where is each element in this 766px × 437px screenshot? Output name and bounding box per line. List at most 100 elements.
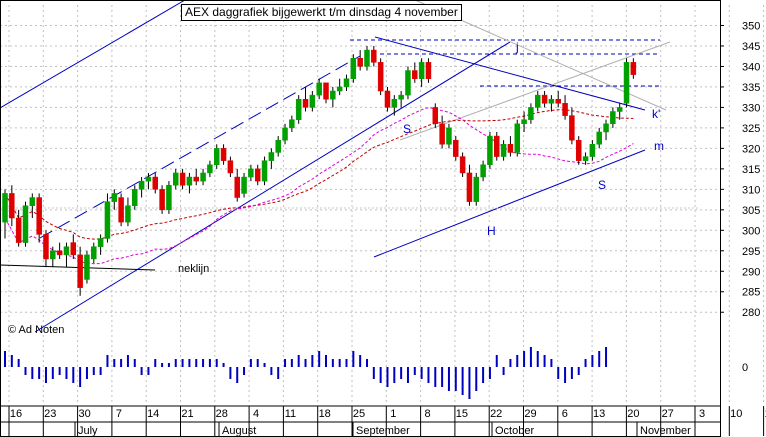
candle-body [446, 127, 452, 145]
candle-body [528, 107, 534, 120]
x-tick-label: 27 [662, 408, 674, 420]
chart-title: AEX daggrafiek bijgewerkt t/m dinsdag 4 … [181, 4, 462, 21]
candle-body [466, 172, 473, 202]
candle-body [193, 176, 199, 182]
candle-body [603, 123, 609, 133]
candle-body [295, 98, 302, 120]
moving-average-long [4, 109, 634, 240]
x-tick-label: 8 [425, 408, 431, 420]
candle-body [29, 197, 36, 206]
candle-body [111, 193, 118, 202]
candle-body [173, 172, 179, 186]
candle-body [289, 119, 295, 129]
x-tick-label: 18 [319, 408, 331, 420]
gray-line-2 [399, 41, 671, 141]
candle-body [309, 94, 316, 108]
y-tick-label: 335 [742, 82, 760, 94]
y-tick-label: 325 [742, 123, 760, 135]
candle-body [275, 139, 281, 153]
candle-body [56, 250, 63, 256]
y-tick-label: 330 [742, 102, 760, 114]
resistance-line-k [374, 36, 646, 111]
candle-body [391, 98, 398, 108]
candle-body [514, 123, 520, 153]
candle-body [282, 127, 288, 141]
x-tick-label: 16 [10, 408, 22, 420]
x-tick-label: 17 [764, 408, 766, 420]
candle-body [616, 107, 623, 112]
y-tick-label: 280 [742, 307, 760, 319]
y-tick-label: 300 [742, 225, 760, 237]
candle-body [548, 98, 555, 104]
candle-body [521, 119, 527, 125]
channel-middle-dashed [39, 55, 361, 239]
candle-body [227, 160, 234, 174]
x-tick-label: 25 [353, 408, 365, 420]
candle-body [104, 201, 111, 239]
trendlines-layer [0, 0, 700, 333]
candle-body [241, 176, 247, 194]
candle-body [43, 234, 49, 260]
candle-body [480, 164, 486, 178]
candle-body [459, 156, 466, 174]
y-tick-label: 320 [742, 143, 760, 155]
candle-body [439, 123, 445, 145]
candle-body [15, 217, 22, 243]
x-tick-label: 21 [181, 408, 193, 420]
candle-body [316, 82, 322, 96]
candle-body [494, 135, 500, 157]
candle-body [534, 94, 541, 108]
candle-body [500, 144, 507, 157]
month-label: November [640, 425, 691, 437]
candle-body [220, 148, 227, 161]
y-tick-label: 305 [742, 205, 760, 217]
candle-body [575, 139, 582, 161]
support-line-m [373, 149, 646, 258]
y-tick-label: 285 [742, 287, 760, 299]
candle-body [84, 254, 90, 280]
candle-body [596, 131, 602, 145]
candle-body [377, 62, 384, 92]
candle-body [323, 82, 329, 100]
month-label: August [222, 425, 256, 437]
candle-body [36, 197, 42, 235]
candle-body [138, 180, 145, 190]
candle-body [2, 193, 8, 223]
label-j: j [515, 40, 519, 54]
x-tick-label: 29 [524, 408, 536, 420]
volume-layer [4, 347, 608, 399]
candle-body [248, 168, 254, 178]
candle-body [364, 49, 370, 67]
month-label: July [78, 425, 98, 437]
x-tick-label: 7 [116, 408, 122, 420]
candle-body [200, 172, 206, 182]
volume-zero-label: 0 [742, 362, 748, 374]
month-label: September [356, 425, 410, 437]
candle-body [179, 172, 186, 186]
candle-body [234, 176, 240, 198]
candle-body [562, 103, 568, 116]
candle-body [91, 246, 97, 260]
candle-body [623, 62, 630, 104]
candle-body [507, 144, 514, 153]
candle-body [418, 62, 425, 79]
candle-body [330, 90, 336, 100]
month-label: October [495, 425, 534, 437]
head-label: H [487, 224, 496, 238]
candle-body [77, 254, 83, 288]
label-m: m [654, 139, 664, 153]
candle-body [453, 139, 459, 157]
candle-body [384, 90, 391, 108]
candle-body [473, 176, 480, 202]
candle-body [630, 62, 637, 75]
candle-body [432, 107, 439, 125]
candle-body [541, 94, 548, 104]
channel-lower-line [34, 41, 511, 333]
x-tick-label: 3 [699, 408, 705, 420]
candle-body [357, 58, 363, 67]
x-tick-label: 1 [390, 408, 396, 420]
annotations-layer: neklijn S H Sj k' m © Ad Noten [8, 40, 664, 336]
candle-body [254, 168, 261, 182]
